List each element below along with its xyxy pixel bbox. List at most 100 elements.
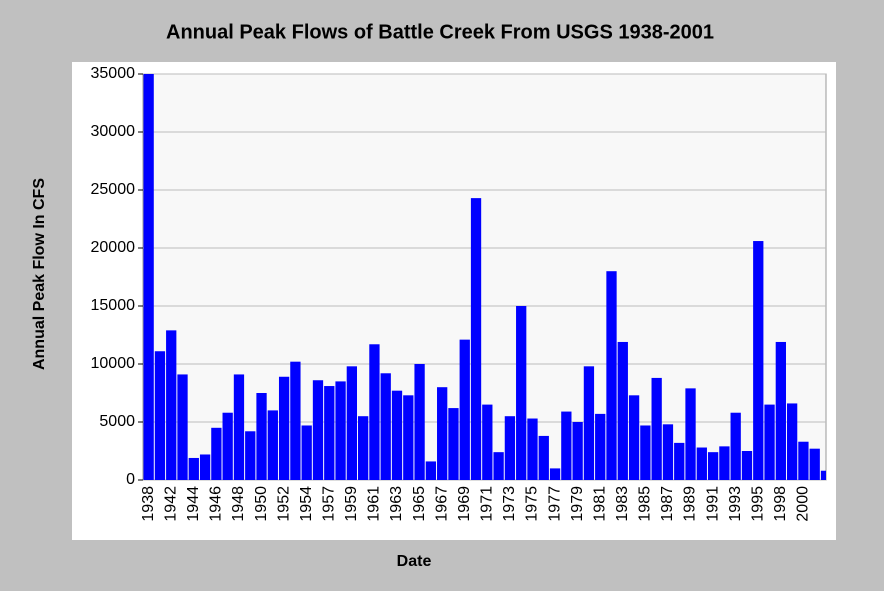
bar — [380, 373, 391, 480]
bar — [256, 393, 267, 480]
bar — [640, 425, 651, 480]
x-tick-label: 1963 — [388, 486, 405, 522]
bar — [222, 412, 233, 480]
bar — [391, 390, 403, 480]
bar — [549, 468, 561, 480]
bar — [561, 411, 572, 480]
y-tick-label: 0 — [126, 471, 135, 488]
bar — [369, 344, 380, 480]
x-tick-label: 1977 — [546, 486, 563, 522]
x-tick-label: 1942 — [162, 486, 179, 522]
x-tick-label: 1975 — [524, 486, 541, 522]
bar — [233, 374, 245, 480]
bar — [820, 470, 826, 480]
x-tick-label: 1946 — [208, 486, 225, 522]
x-tick-label: 1985 — [637, 486, 654, 522]
x-tick-label: 2000 — [795, 486, 812, 522]
x-tick-label: 1981 — [591, 486, 608, 522]
bar — [166, 330, 177, 480]
bar — [493, 452, 504, 480]
bar — [403, 395, 414, 480]
bar — [470, 198, 482, 480]
bar — [177, 374, 188, 480]
bar — [278, 376, 290, 480]
bar — [628, 395, 640, 480]
x-tick-label: 1938 — [140, 486, 157, 522]
bar — [346, 366, 357, 480]
bar — [696, 447, 707, 480]
bars — [143, 74, 826, 480]
bar — [617, 341, 628, 480]
bar — [312, 380, 324, 480]
x-tick-label: 1954 — [298, 486, 315, 522]
bar — [301, 425, 312, 480]
bar — [267, 410, 278, 480]
bar — [685, 388, 696, 480]
y-axis-label: Annual Peak Flow In CFS — [31, 178, 48, 370]
y-tick-label: 35000 — [91, 65, 136, 82]
bar — [482, 404, 493, 480]
bar — [335, 381, 346, 480]
bar — [764, 404, 775, 480]
y-tick-label: 5000 — [99, 413, 135, 430]
x-tick-label: 1952 — [275, 486, 292, 522]
x-tick-label: 1995 — [749, 486, 766, 522]
y-tick-label: 30000 — [91, 123, 136, 140]
x-tick-label: 1993 — [727, 486, 744, 522]
bar — [154, 351, 166, 480]
bar — [775, 341, 786, 480]
bar — [809, 448, 820, 480]
bar — [538, 435, 549, 480]
bar — [527, 418, 538, 480]
bar — [798, 441, 809, 480]
x-tick-label: 1967 — [433, 486, 450, 522]
labels: 0 5000 10000 15000 20000 25000 30000 35000 1938 1… — [91, 65, 812, 521]
x-tick-label: 1948 — [230, 486, 247, 522]
bar — [662, 424, 674, 480]
bar — [707, 452, 719, 480]
bar — [357, 416, 369, 480]
bar — [719, 446, 730, 480]
bar — [606, 271, 617, 480]
x-tick-label: 1971 — [479, 486, 496, 522]
bar — [572, 422, 583, 480]
y-tick-label: 25000 — [91, 181, 136, 198]
bar — [504, 416, 516, 480]
bar — [741, 451, 753, 480]
bar — [437, 387, 448, 480]
bar — [516, 306, 527, 480]
bar — [448, 408, 459, 480]
x-tick-label: 1969 — [456, 486, 473, 522]
bar — [595, 413, 606, 480]
x-tick-label: 1998 — [772, 486, 789, 522]
bar — [324, 386, 335, 480]
x-tick-label: 1961 — [366, 486, 383, 522]
x-tick-label: 1989 — [682, 486, 699, 522]
bar — [414, 364, 425, 480]
x-tick-label: 1957 — [320, 486, 337, 522]
bar — [730, 412, 741, 480]
bar — [245, 431, 256, 480]
x-tick-label: 1983 — [614, 486, 631, 522]
bar — [143, 74, 154, 480]
bar — [188, 457, 199, 480]
x-tick-label: 1987 — [659, 486, 676, 522]
bar — [786, 403, 798, 480]
x-tick-label: 1973 — [501, 486, 518, 522]
x-tick-label: 1991 — [704, 486, 721, 522]
bar — [211, 427, 222, 480]
bar — [753, 241, 764, 480]
bar — [583, 366, 595, 480]
x-tick-label: 1965 — [411, 486, 428, 522]
y-tick-label: 15000 — [91, 297, 136, 314]
chart-title: Annual Peak Flows of Battle Creek From U… — [166, 21, 714, 43]
x-tick-label: 1944 — [185, 486, 202, 522]
x-tick-label: 1979 — [569, 486, 586, 522]
bar — [674, 442, 685, 480]
bar — [651, 377, 662, 480]
bar — [459, 339, 470, 480]
x-tick-label: 1950 — [253, 486, 270, 522]
bar — [425, 461, 437, 480]
